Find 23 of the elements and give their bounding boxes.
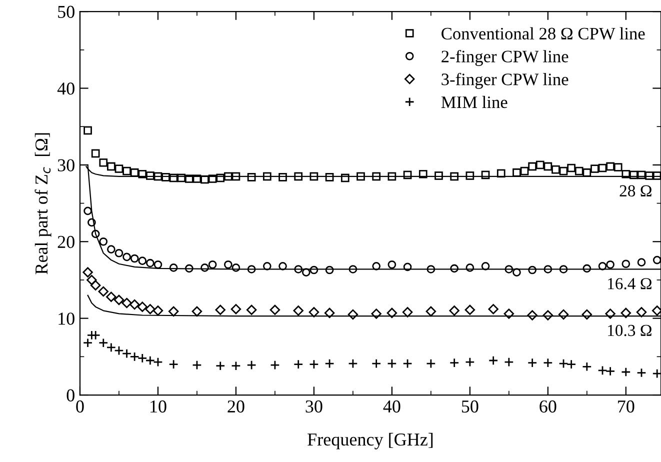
x-tick-label: 70: [618, 400, 634, 413]
y-tick-label: 30: [58, 159, 74, 172]
legend-label: MIM line: [441, 96, 508, 108]
x-tick-label: 10: [150, 400, 166, 413]
x-tick-label: 60: [540, 400, 556, 413]
y-tick-label: 0: [66, 389, 74, 402]
y-tick-label: 50: [58, 6, 74, 18]
legend-label: 3-finger CPW line: [442, 72, 568, 89]
x-tick-label: 50: [462, 400, 478, 413]
x-tick-label: 30: [306, 400, 322, 413]
x-axis-title: Frequency [GHz]: [308, 432, 433, 450]
x-tick-label: 20: [228, 400, 244, 413]
legend-label: Conventional 28 Ω CPW line: [442, 27, 645, 40]
annotation: 16.4 Ω: [608, 278, 652, 290]
x-tick-label: 0: [76, 400, 84, 413]
y-axis-title: Real part of Z$_{c}$ [Ω]: [34, 133, 52, 274]
annotation: 28 Ω: [620, 185, 652, 196]
annotation: 10.3 Ω: [608, 324, 652, 336]
x-tick-label: 40: [383, 400, 400, 413]
y-tick-label: 40: [57, 82, 74, 95]
y-tick-label: 20: [58, 236, 74, 248]
y-tick-label: 10: [58, 312, 74, 325]
legend-label: 2-finger CPW line: [442, 50, 568, 66]
